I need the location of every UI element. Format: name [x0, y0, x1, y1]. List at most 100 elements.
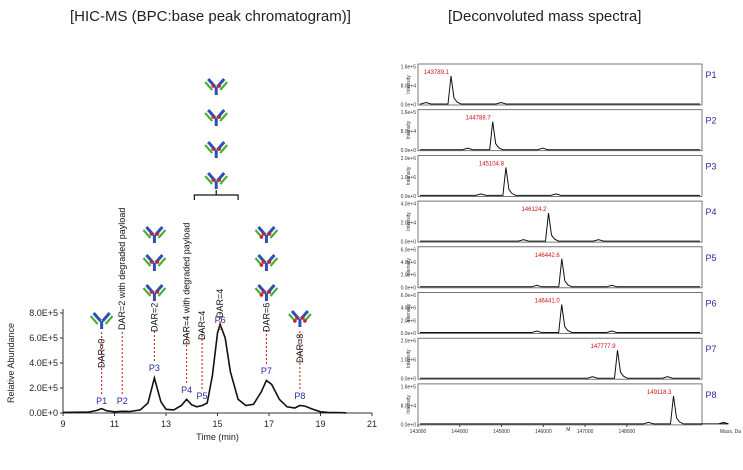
x-tick-label: 21 — [367, 419, 377, 429]
mass-label: 146442.6 — [535, 253, 561, 259]
x-axis-label: Time (min) — [196, 432, 239, 442]
spectrum-trace — [420, 75, 700, 105]
panel-y-tick-label: 2.0e+4 — [401, 221, 417, 227]
peak-label-p5: P5 — [197, 391, 208, 401]
dar-label: DAR=4 — [215, 289, 225, 318]
panel-y-axis-label: Intensity — [406, 257, 412, 276]
peak-label-p4: P4 — [181, 385, 192, 395]
y-tick-label: 6.0E+5 — [29, 333, 58, 343]
panel-frame — [417, 63, 703, 106]
panel-y-tick-label: 0.0e+0 — [401, 148, 417, 154]
antibody-icon — [141, 225, 167, 245]
panel-y-tick-label: 4.0e+6 — [401, 260, 417, 266]
spectrum-trace — [420, 167, 700, 196]
mass-label: 147777.9 — [591, 344, 617, 350]
peak-label-p1: P1 — [96, 396, 107, 406]
panel-y-tick-label: 2.0e+6 — [401, 318, 417, 324]
spectrum-panel-p2: 0.0e+0 8.0e+4 1.6e+5 Intensity 144788.7 P2 — [401, 109, 717, 154]
spectrum-panel-p5: 0.0e+0 2.0e+6 4.0e+6 6.0e+6 Intensity 146442.… — [401, 246, 717, 291]
panel-y-tick-label: 8.0e+4 — [401, 84, 417, 90]
panel-y-tick-label: 1.0e+6 — [401, 175, 417, 181]
panel-y-tick-label: 2.0e+6 — [401, 156, 417, 162]
panel-y-tick-label: 1.6e+5 — [401, 384, 417, 390]
antibody-icon — [89, 311, 115, 331]
antibody-icon — [253, 283, 279, 303]
mass-label: 143789.1 — [424, 70, 450, 76]
panel-label: P4 — [705, 207, 716, 217]
dar-label: DAR=4 with degraded payload — [182, 223, 192, 345]
panel-y-tick-label: 0.0e+0 — [401, 285, 417, 291]
mass-label: 146441.0 — [535, 299, 561, 305]
antibody-icon — [253, 253, 279, 273]
mass-x-tick-label: 146000 — [535, 429, 552, 435]
spectrum-trace — [420, 350, 700, 379]
mass-label: 145104.8 — [479, 161, 505, 167]
panel-y-tick-label: 0.0e+0 — [401, 422, 417, 428]
panel-frame — [417, 337, 703, 380]
spectrum-panel-p7: 0.0e+0 1.0e+6 2.0e+6 Intensity 147777.9 P7 — [401, 337, 717, 383]
chromatogram-trace — [62, 321, 347, 414]
mass-x-tick-label: 144000 — [451, 429, 468, 435]
x-tick-label: 13 — [161, 419, 171, 429]
antibody-icon — [253, 225, 279, 245]
panel-y-tick-label: 0.0e+0 — [401, 103, 417, 109]
x-tick-label: 19 — [315, 419, 325, 429]
panel-y-axis-label: Intensity — [406, 349, 412, 368]
panel-y-tick-label: 4.0e+6 — [401, 306, 417, 312]
x-tick-label: 11 — [110, 419, 119, 429]
panel-y-tick-label: 1.0e+6 — [401, 358, 417, 364]
mass-axis-marker: M — [566, 427, 570, 433]
panel-frame — [417, 109, 703, 152]
panel-label: P5 — [705, 253, 716, 263]
left-title: [HIC-MS (BPC:base peak chromatogram)] — [70, 8, 351, 25]
peak-label-p7: P7 — [261, 366, 272, 376]
mass-x-tick-label: 143000 — [410, 429, 427, 435]
panel-frame — [417, 292, 703, 334]
panel-label: P6 — [705, 299, 716, 309]
mass-x-tick-label: 147000 — [577, 429, 594, 435]
panel-y-axis-label: Intensity — [406, 120, 412, 139]
panel-label: P1 — [705, 70, 716, 80]
panel-y-tick-label: 0.0e+0 — [401, 194, 417, 200]
antibody-icon — [287, 309, 313, 329]
dar4-bracket — [193, 190, 239, 200]
antibody-icon — [141, 253, 167, 273]
panel-label: P3 — [705, 161, 716, 171]
panel-frame — [417, 154, 703, 197]
spectrum-panel-p1: 0.0e+0 8.0e+4 1.6e+5 Intensity 143789.1 P1 — [401, 63, 717, 109]
panel-y-tick-label: 0.0e+0 — [401, 331, 417, 337]
panel-y-tick-label: 8.0e+4 — [401, 403, 417, 409]
panel-y-axis-label: Intensity — [406, 75, 412, 94]
panel-y-axis-label: Intensity — [406, 166, 412, 185]
spectrum-trace — [420, 213, 700, 242]
spectrum-panel-p6: 0.0e+0 2.0e+6 4.0e+6 6.0e+6 Intensity 146441.… — [401, 292, 717, 337]
spectrum-panel-p8: 0.0e+0 8.0e+4 1.6e+5 Intensity 149118.3 P8 — [401, 383, 729, 428]
panel-y-tick-label: 6.0e+6 — [401, 247, 417, 253]
panel-y-tick-label: 2.0e+6 — [401, 339, 417, 345]
panel-y-tick-label: 1.6e+5 — [401, 65, 417, 71]
spectrum-trace — [420, 395, 729, 425]
antibody-icon — [203, 108, 229, 128]
panel-y-tick-label: 6.0e+6 — [401, 293, 417, 299]
y-tick-label: 0.0E+0 — [29, 408, 58, 418]
y-tick-label: 4.0E+5 — [29, 358, 58, 368]
panel-y-tick-label: 1.6e+5 — [401, 110, 417, 116]
spectrum-trace — [420, 258, 700, 288]
peak-label-p8: P8 — [294, 391, 305, 401]
dar-label: DAR=8 — [295, 334, 305, 363]
spectrum-trace — [420, 304, 700, 333]
spectrum-panel-p3: 0.0e+0 1.0e+6 2.0e+6 Intensity 145104.8 P3 — [401, 154, 717, 200]
panel-label: P7 — [705, 344, 716, 354]
antibody-icon — [203, 77, 229, 97]
spectrum-panel-p4: 0.0e+0 2.0e+4 4.0e+4 Intensity 146124.2 P4 — [401, 200, 717, 246]
panel-y-tick-label: 8.0e+4 — [401, 129, 417, 135]
panel-y-tick-label: 2.0e+6 — [401, 273, 417, 279]
panel-y-tick-label: 4.0e+4 — [401, 202, 417, 208]
spectrum-trace — [420, 121, 700, 151]
dar-label: DAR=2 — [149, 303, 159, 332]
panel-label: P8 — [705, 390, 716, 400]
hic-chromatogram: 9 11 13 15 17 19 21 0.0E+0 2.0E+5 4.0E+5 6.0E+5 8.0… — [6, 77, 377, 442]
mass-label: 146124.2 — [521, 207, 547, 213]
dar-label: DAR=0 — [97, 339, 107, 368]
